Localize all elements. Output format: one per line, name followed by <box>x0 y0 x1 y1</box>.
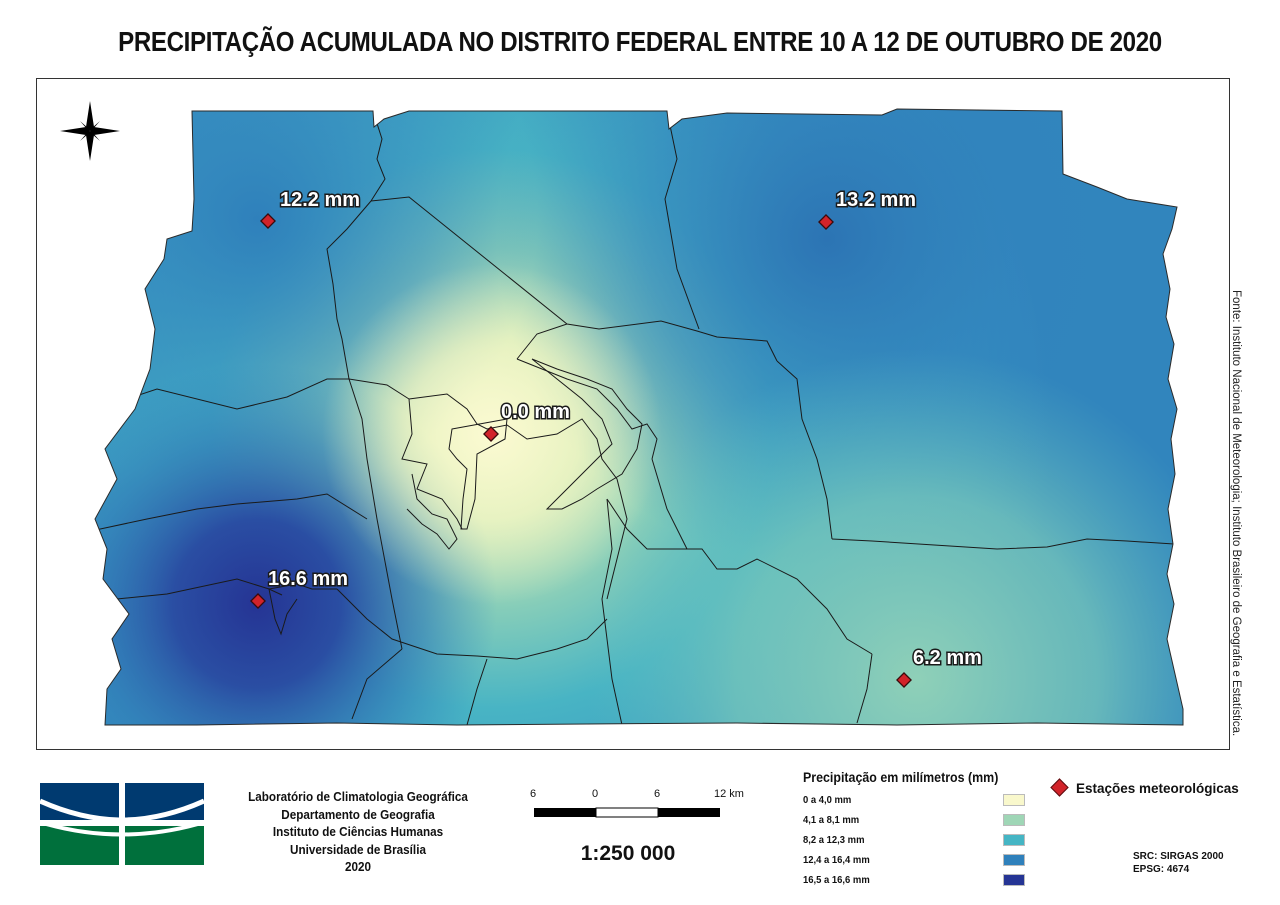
legend-item-label: 4,1 a 8,1 mm <box>803 814 860 826</box>
compass-rose-icon <box>60 101 120 161</box>
legend-title: Precipitação em milímetros (mm) <box>803 770 999 785</box>
legend-swatch <box>1003 814 1025 826</box>
institution-line: Departamento de Geografia <box>281 806 435 822</box>
institution-line: Laboratório de Climatologia Geográfica <box>248 789 468 804</box>
scale-tick-label: 6 <box>654 788 661 800</box>
station-label: 16.6 mm <box>268 568 348 590</box>
legend-item: 16,5 a 16,6 mm <box>803 871 1043 891</box>
station-marker <box>818 214 834 230</box>
station-label: 13.2 mm <box>836 189 916 211</box>
station-marker <box>483 426 499 442</box>
administrative-boundaries <box>95 110 1175 725</box>
station-ne: 13.2 mm <box>818 188 918 230</box>
crs-line: EPSG: 4674 <box>1133 864 1190 875</box>
institution-line: Universidade de Brasília <box>290 841 426 857</box>
station-marker <box>896 672 912 688</box>
scale-tick-label: 0 <box>592 788 599 800</box>
station-center: 0.0 mm <box>483 400 571 442</box>
station-marker <box>250 593 266 609</box>
legend-item: 8,2 a 12,3 mm <box>803 831 1043 851</box>
scale-tick-label: 6 <box>530 788 537 800</box>
map-frame: 12.2 mm 13.2 mm 0.0 mm 16.6 mm 6.2 mm <box>36 78 1230 750</box>
station-label: 0.0 mm <box>501 401 570 423</box>
legend-swatch <box>1003 834 1025 846</box>
precipitation-map: 12.2 mm 13.2 mm 0.0 mm 16.6 mm 6.2 mm <box>60 101 1184 726</box>
station-nw: 12.2 mm <box>260 188 362 229</box>
station-marker <box>260 213 276 229</box>
institution-line: Instituto de Ciências Humanas <box>272 824 444 839</box>
scale-bar: 6 0 6 12 km 1:250 000 <box>520 786 760 886</box>
legend-item-label: 12,4 a 16,4 mm <box>803 854 870 866</box>
legend-item: 4,1 a 8,1 mm <box>803 811 1043 831</box>
legend-item-label: 16,5 a 16,6 mm <box>803 874 870 886</box>
map-title: PRECIPITAÇÃO ACUMULADA NO DISTRITO FEDER… <box>118 26 1162 57</box>
precipitation-surface <box>95 109 1183 725</box>
institution-line: 2020 <box>344 859 372 874</box>
legend-swatch <box>1003 874 1025 886</box>
crs-line: SRC: SIRGAS 2000 <box>1133 851 1224 862</box>
crs-info: SRC: SIRGAS 2000 EPSG: 4674 <box>1133 850 1224 876</box>
legend-swatch <box>1003 854 1025 866</box>
university-logo <box>40 783 204 865</box>
station-sw: 16.6 mm <box>250 567 350 609</box>
legend-item-label: 0 a 4,0 mm <box>803 794 852 806</box>
precipitation-legend: Precipitação em milímetros (mm) 0 a 4,0 … <box>803 770 1043 891</box>
source-note: Fonte: Instituto Nacional de Meteorologi… <box>1230 290 1242 737</box>
stations-legend: Estações meteorológicas <box>1050 778 1239 797</box>
scale-bar-graphic <box>534 807 720 818</box>
station-label: 6.2 mm <box>913 647 982 669</box>
station-label: 12.2 mm <box>280 189 360 211</box>
district-outline <box>94 108 1184 726</box>
legend-swatch <box>1003 794 1025 806</box>
institution-block: Laboratório de Climatologia Geográfica D… <box>241 788 475 876</box>
scale-ratio: 1:250 000 <box>580 842 676 865</box>
scale-tick-label: 12 km <box>714 788 744 800</box>
station-se: 6.2 mm <box>896 646 983 688</box>
legend-item: 0 a 4,0 mm <box>803 791 1043 811</box>
legend-item-label: 8,2 a 12,3 mm <box>803 834 865 846</box>
stations-legend-label: Estações meteorológicas <box>1076 781 1239 796</box>
legend-item: 12,4 a 16,4 mm <box>803 851 1043 871</box>
station-diamond-icon <box>1050 778 1069 797</box>
